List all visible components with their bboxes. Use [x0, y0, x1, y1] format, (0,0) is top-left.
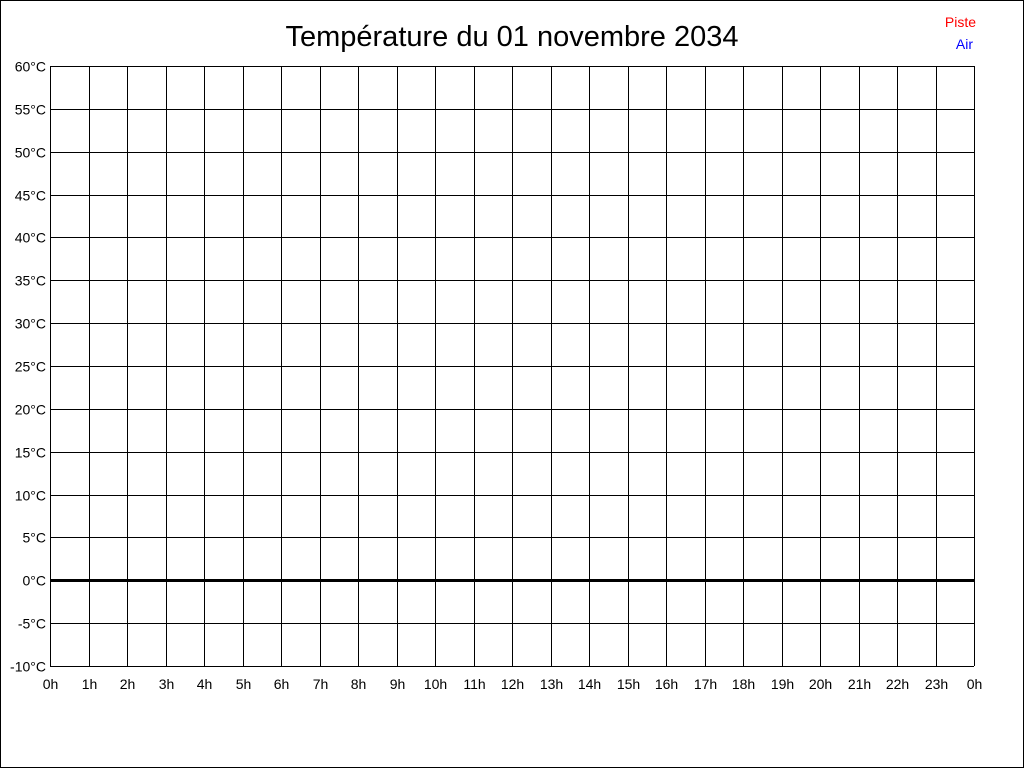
y-tick-label: 25°C	[15, 359, 46, 375]
x-tick-label: 22h	[886, 676, 909, 692]
x-tick-label: 20h	[809, 676, 832, 692]
x-tick-label: 13h	[540, 676, 563, 692]
y-tick-label: 60°C	[15, 59, 46, 75]
x-tick-label: 7h	[313, 676, 329, 692]
y-tick-label: -5°C	[18, 616, 46, 632]
y-tick-label: 50°C	[15, 145, 46, 161]
x-tick-label: 19h	[771, 676, 794, 692]
x-tick-label: 15h	[617, 676, 640, 692]
x-tick-label: 9h	[390, 676, 406, 692]
x-tick-label: 11h	[463, 676, 485, 692]
x-tick-label: 14h	[578, 676, 601, 692]
x-tick-label: 5h	[236, 676, 252, 692]
x-tick-label: 8h	[351, 676, 367, 692]
x-tick-label: 10h	[424, 676, 447, 692]
grid	[50, 66, 975, 667]
y-tick-label: 35°C	[15, 273, 46, 289]
x-tick-label: 6h	[274, 676, 290, 692]
x-tick-label: 0h	[967, 676, 983, 692]
x-tick-label: 16h	[655, 676, 678, 692]
y-tick-label: 15°C	[15, 445, 46, 461]
x-tick-label: 17h	[694, 676, 717, 692]
x-tick-label: 12h	[501, 676, 524, 692]
y-tick-label: 5°C	[23, 530, 47, 546]
legend-air: Air	[956, 36, 973, 52]
chart-title: Température du 01 novembre 2034	[285, 21, 738, 53]
x-tick-label: 4h	[197, 676, 213, 692]
y-tick-label: 45°C	[15, 188, 46, 204]
y-axis: -10°C -5°C 0°C 5°C 10°C 15°C 20°C 25°C 30°C 35°C 4…	[10, 59, 46, 675]
y-tick-label: 10°C	[15, 488, 46, 504]
y-tick-label: -10°C	[10, 659, 46, 675]
x-tick-label: 0h	[43, 676, 59, 692]
x-tick-label: 21h	[848, 676, 871, 692]
x-tick-label: 23h	[925, 676, 948, 692]
y-tick-label: 40°C	[15, 230, 46, 246]
x-tick-label: 1h	[82, 676, 98, 692]
y-tick-label: 55°C	[15, 102, 46, 118]
y-tick-label: 0°C	[23, 573, 47, 589]
x-axis: 0h 1h 2h 3h 4h 5h 6h 7h 8h 9h 10h 11h 12h 13h 14h 15h 16…	[43, 676, 983, 692]
x-tick-label: 18h	[732, 676, 755, 692]
x-tick-label: 2h	[120, 676, 136, 692]
x-tick-label: 3h	[159, 676, 175, 692]
y-tick-label: 20°C	[15, 402, 46, 418]
y-tick-label: 30°C	[15, 316, 46, 332]
legend-piste: Piste	[945, 14, 976, 30]
